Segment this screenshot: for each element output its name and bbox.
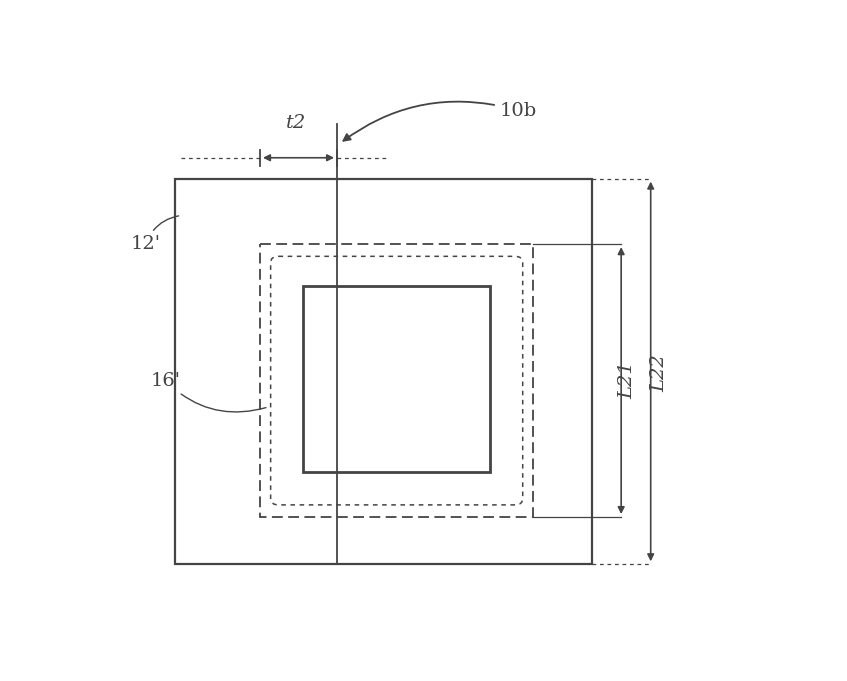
Text: L21: L21	[618, 362, 637, 400]
Text: 16': 16'	[151, 372, 266, 412]
Bar	[260, 244, 533, 517]
Bar	[303, 286, 490, 473]
Text: t2: t2	[286, 114, 307, 131]
Text: 12': 12'	[130, 216, 179, 253]
Text: 10b: 10b	[343, 101, 537, 141]
Bar	[174, 178, 592, 564]
Text: L22: L22	[650, 354, 668, 392]
